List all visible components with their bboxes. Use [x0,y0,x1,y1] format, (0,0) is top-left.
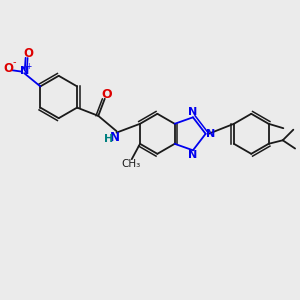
Text: +: + [26,62,32,71]
Text: N: N [20,66,29,76]
Text: CH₃: CH₃ [122,158,141,169]
Text: -: - [13,57,16,67]
Text: N: N [110,130,120,143]
Text: H: H [104,134,113,144]
Text: O: O [101,88,112,101]
Text: N: N [188,107,198,117]
Text: N: N [206,129,215,139]
Text: O: O [3,62,13,75]
Text: O: O [23,47,33,60]
Text: N: N [188,150,198,160]
